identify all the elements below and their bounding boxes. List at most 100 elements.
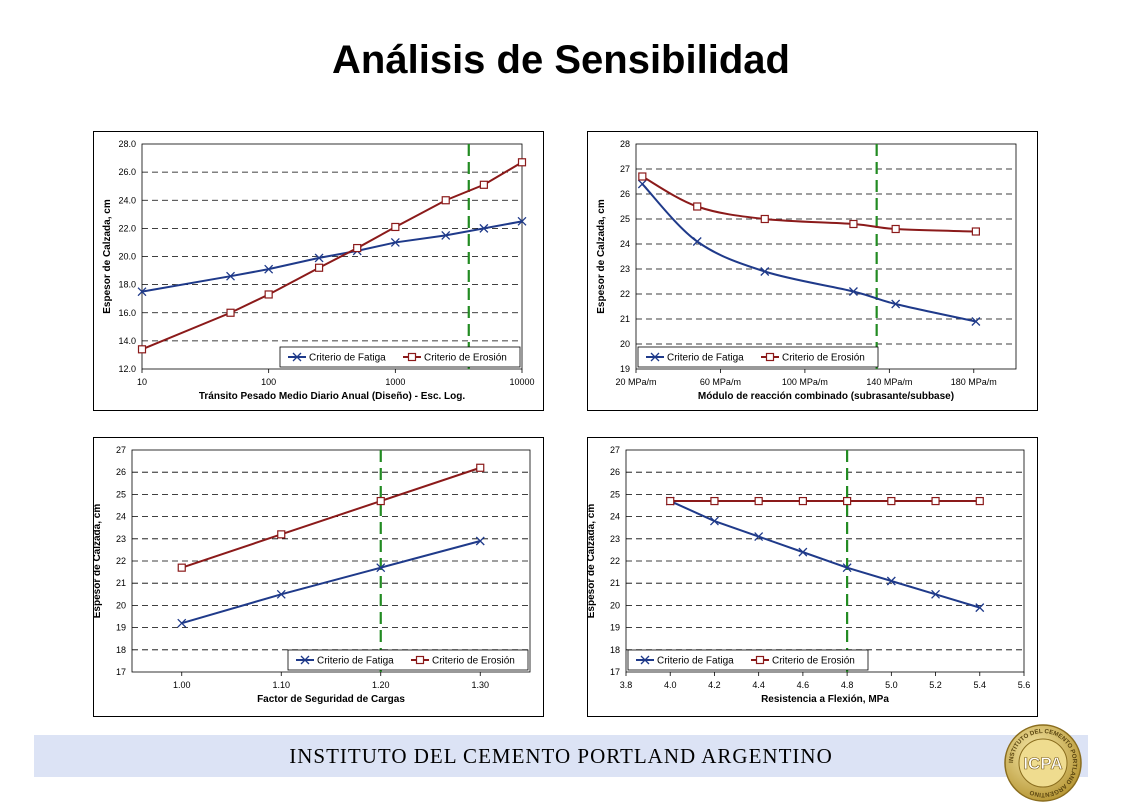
- legend-box: [627, 649, 869, 671]
- x-tick-label: 10: [137, 377, 147, 387]
- x-tick-label: 5.4: [974, 680, 987, 690]
- data-point-erosion: [754, 496, 763, 506]
- data-point-fatiga: [276, 589, 286, 599]
- y-tick-label: 28: [620, 139, 630, 149]
- data-point-fatiga: [264, 264, 274, 274]
- x-tick-label: 1.30: [471, 680, 489, 690]
- y-axis-label: Espesor de Calzada, cm: [596, 199, 607, 314]
- data-point-fatiga: [314, 253, 324, 263]
- data-point-erosion: [226, 308, 235, 317]
- x-tick-label: 5.0: [885, 680, 898, 690]
- data-point-fatiga: [760, 267, 770, 276]
- series-line-erosion: [181, 466, 481, 569]
- series-line-fatiga: [669, 500, 981, 609]
- x-tick-label: 100 MPa/m: [782, 377, 828, 387]
- legend-label: Criterio de Erosión: [782, 353, 865, 364]
- data-point-erosion: [891, 224, 900, 234]
- data-point-fatiga: [137, 287, 147, 297]
- y-tick-label: 20: [116, 600, 126, 610]
- data-point-erosion: [971, 227, 980, 236]
- y-tick-label: 25: [620, 214, 630, 224]
- legend-marker-x: [292, 352, 302, 362]
- y-tick-label: 24: [116, 512, 126, 522]
- data-point-fatiga: [517, 216, 527, 226]
- legend-label: Criterio de Erosión: [424, 353, 507, 364]
- x-tick-label: 4.8: [841, 680, 854, 690]
- y-tick-label: 27: [116, 445, 126, 455]
- chart-panel-resistencia-flexion: 17 18 19 20 21 22 23 24 25 26 27 3.8 4.0 4.2 4.4 4.6 4.8…: [587, 437, 1038, 717]
- chart-panel-transito: 12.0 14.0 16.0 18.0 20.0 22.0 24.0 26.0 28.0 10 10…: [93, 131, 544, 411]
- data-point-erosion: [843, 496, 852, 506]
- series-line-fatiga: [641, 183, 977, 323]
- x-tick-label: 20 MPa/m: [615, 377, 656, 387]
- footer-institution-name: INSTITUTO DEL CEMENTO PORTLAND ARGENTINO: [289, 744, 833, 768]
- y-tick-label: 23: [116, 534, 126, 544]
- y-tick-label: 22: [620, 289, 630, 299]
- y-tick-label: 19: [610, 623, 620, 633]
- x-axis-label: Tránsito Pesado Medio Diario Anual (Dise…: [199, 391, 466, 402]
- data-point-erosion: [849, 219, 858, 229]
- legend-label: Criterio de Erosión: [772, 656, 855, 667]
- data-point-fatiga: [798, 547, 808, 557]
- x-axis-label: Factor de Seguridad de Cargas: [257, 694, 405, 705]
- data-point-fatiga: [931, 589, 941, 599]
- x-tick-label: 4.6: [797, 680, 810, 690]
- y-tick-label: 14.0: [118, 336, 136, 346]
- data-point-fatiga: [177, 618, 187, 628]
- data-point-erosion: [975, 496, 984, 506]
- y-tick-label: 22: [610, 556, 620, 566]
- y-tick-label: 21: [620, 314, 630, 324]
- y-tick-label: 26.0: [118, 167, 136, 177]
- x-tick-label: 3.8: [620, 680, 633, 690]
- data-point-fatiga: [390, 237, 400, 247]
- y-tick-label: 12.0: [118, 364, 136, 374]
- data-point-fatiga: [637, 179, 647, 189]
- x-tick-label: 1000: [385, 377, 405, 387]
- data-point-fatiga: [226, 271, 235, 281]
- series-line-erosion: [641, 175, 976, 233]
- y-tick-label: 21: [116, 578, 126, 588]
- data-point-fatiga: [975, 603, 985, 613]
- x-tick-label: 1.10: [272, 680, 290, 690]
- data-point-erosion: [760, 214, 769, 224]
- y-tick-label: 24: [620, 239, 630, 249]
- data-point-erosion: [314, 263, 324, 272]
- legend-label: Criterio de Fatiga: [667, 353, 744, 364]
- x-tick-label: 60 MPa/m: [700, 377, 741, 387]
- x-tick-label: 5.2: [929, 680, 942, 690]
- y-tick-label: 26: [610, 467, 620, 477]
- data-point-erosion: [376, 496, 385, 506]
- x-tick-label: 1.00: [173, 680, 191, 690]
- x-tick-label: 140 MPa/m: [866, 377, 912, 387]
- plot-area: [635, 143, 1017, 370]
- y-tick-label: 25: [116, 489, 126, 499]
- data-point-erosion: [479, 180, 488, 189]
- data-point-fatiga: [441, 230, 451, 240]
- chart-panel-factor-seguridad: 17 18 19 20 21 22 23 24 25 26 27 1.00 1.10 1.20 1.30 Fa…: [93, 437, 544, 717]
- logo-text: ICPA: [1023, 754, 1062, 773]
- data-point-erosion: [887, 496, 896, 506]
- legend: Criterio de Fatiga Criterio de Erosión: [637, 346, 879, 368]
- y-tick-label: 23: [620, 264, 630, 274]
- y-axis-label: Espesor de Calzada, cm: [94, 504, 103, 619]
- x-tick-label: 10000: [509, 377, 534, 387]
- x-axis-label: Resistencia a Flexión, MPa: [761, 694, 889, 705]
- y-tick-label: 25: [610, 489, 620, 499]
- data-point-erosion: [710, 496, 719, 506]
- y-tick-label: 26: [116, 467, 126, 477]
- legend-marker-x: [640, 655, 650, 665]
- data-point-fatiga: [848, 287, 858, 296]
- legend-box: [637, 346, 879, 368]
- data-point-erosion: [476, 463, 485, 472]
- data-point-fatiga: [709, 516, 719, 526]
- data-point-erosion: [391, 222, 400, 232]
- y-tick-label: 19: [116, 623, 126, 633]
- x-tick-label: 180 MPa/m: [951, 377, 997, 387]
- data-point-erosion: [798, 496, 807, 506]
- legend-marker-square: [415, 655, 425, 665]
- data-point-fatiga: [479, 223, 489, 233]
- data-point-fatiga: [842, 563, 852, 573]
- y-tick-label: 18: [610, 645, 620, 655]
- legend: Criterio de Fatiga Criterio de Erosión: [287, 649, 529, 671]
- legend-label: Criterio de Fatiga: [657, 656, 734, 667]
